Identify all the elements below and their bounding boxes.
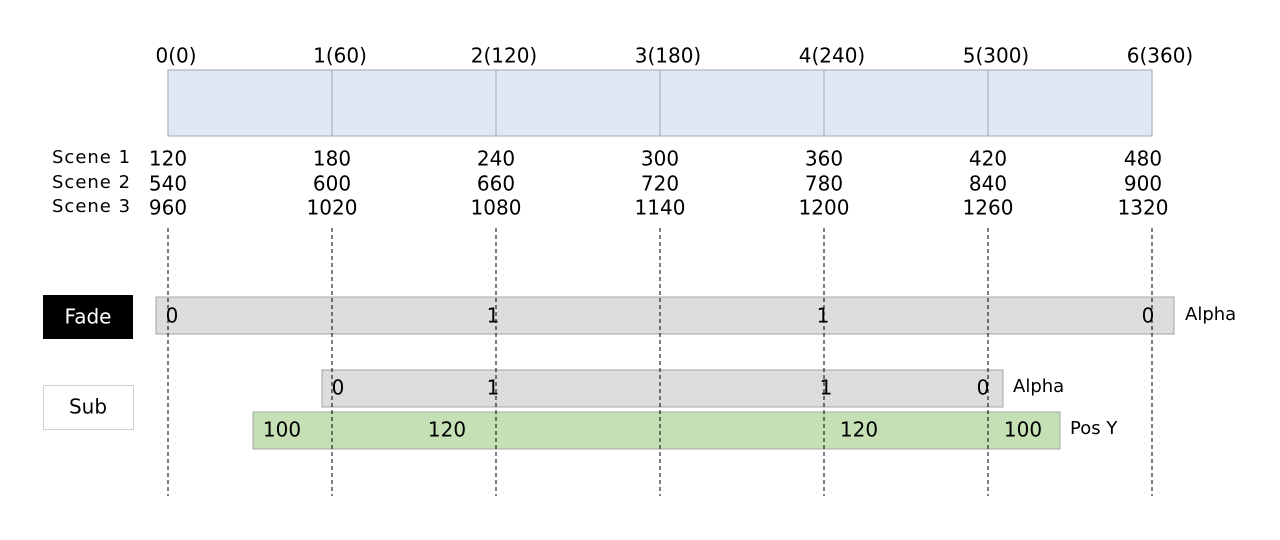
scene-frame: 840 — [969, 172, 1007, 196]
key-value: 0 — [332, 376, 345, 400]
fade-label-box — [43, 295, 133, 339]
key-value: 120 — [840, 418, 878, 442]
key-value: 1 — [820, 376, 833, 400]
scene-frame: 300 — [641, 147, 679, 171]
generated: 0(0) 1(60) 2(120) 3(180) 4(240) 5(300) 6(360) S… — [52, 44, 1236, 496]
scene-frame: 780 — [805, 172, 843, 196]
scene-frame: 1260 — [963, 196, 1014, 220]
scene-name: Scene 2 — [52, 172, 131, 193]
sub-alpha-bar — [321, 369, 1004, 408]
track-label: Fade — [65, 305, 112, 329]
frame-label: 6(360) — [1127, 44, 1194, 68]
key-value: 0 — [1142, 304, 1155, 328]
scene-frame: 900 — [1124, 172, 1162, 196]
key-value: 1 — [817, 304, 830, 328]
scene-frame: 540 — [149, 172, 187, 196]
frame-label: 3(180) — [635, 44, 702, 68]
scene-frame: 660 — [477, 172, 515, 196]
scene-frame: 240 — [477, 147, 515, 171]
key-value: 100 — [1004, 418, 1042, 442]
property-label: Alpha — [1185, 304, 1236, 325]
sub-posy-bar — [252, 411, 1061, 450]
scene-frame: 1140 — [635, 196, 686, 220]
track-label: Sub — [69, 395, 107, 419]
fade-alpha-bar — [155, 296, 1175, 335]
key-value: 120 — [428, 418, 466, 442]
scene-frame: 720 — [641, 172, 679, 196]
scene-frame: 360 — [805, 147, 843, 171]
frame-label: 5(300) — [963, 44, 1030, 68]
scene-frame: 1080 — [471, 196, 522, 220]
scene-frame: 960 — [149, 196, 187, 220]
scene-name: Scene 3 — [52, 196, 131, 217]
frame-label: 1(60) — [313, 44, 367, 68]
sub-label-box — [43, 385, 134, 430]
scene-frame: 420 — [969, 147, 1007, 171]
scene-frame: 600 — [313, 172, 351, 196]
frame-label: 2(120) — [471, 44, 538, 68]
key-value: 0 — [977, 376, 990, 400]
scene-frame: 1200 — [799, 196, 850, 220]
frame-label: 0(0) — [155, 44, 196, 68]
frame-label: 4(240) — [799, 44, 866, 68]
scene-frame: 1020 — [307, 196, 358, 220]
key-value: 100 — [263, 418, 301, 442]
scene-frame: 480 — [1124, 147, 1162, 171]
property-label: Alpha — [1013, 376, 1064, 397]
scene-frame: 180 — [313, 147, 351, 171]
scene-frame: 120 — [149, 147, 187, 171]
scene-frame: 1320 — [1118, 196, 1169, 220]
key-value: 1 — [487, 304, 500, 328]
property-label: Pos Y — [1070, 418, 1118, 439]
key-value: 0 — [166, 304, 179, 328]
scene-name: Scene 1 — [52, 147, 131, 168]
key-value: 1 — [487, 376, 500, 400]
